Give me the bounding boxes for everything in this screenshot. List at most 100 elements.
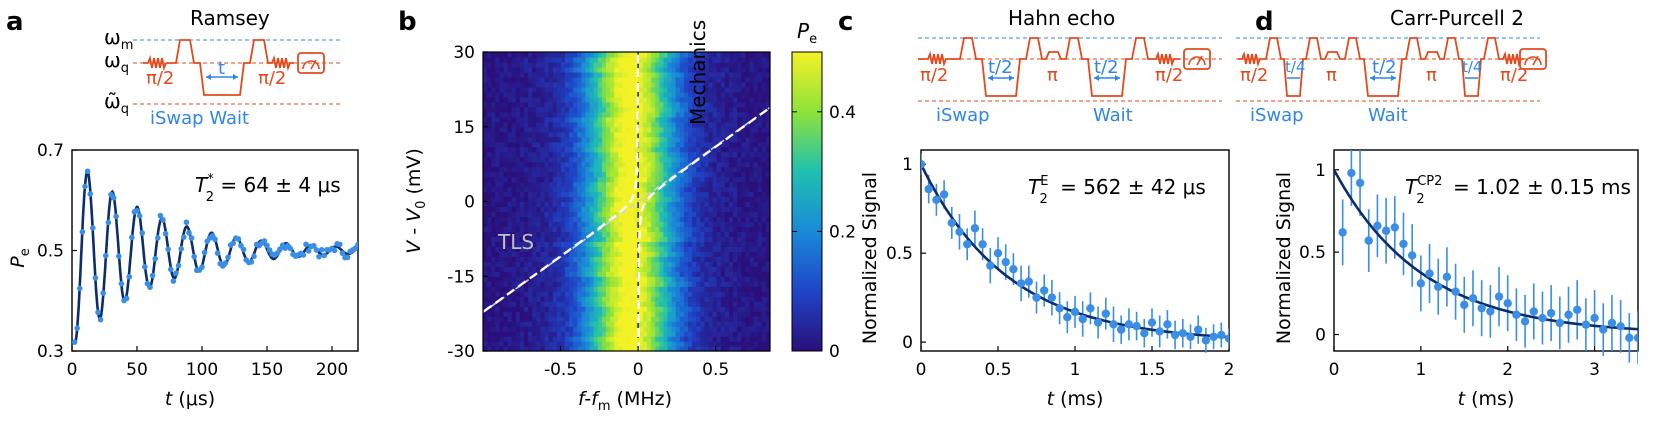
heatmap-cell — [507, 231, 513, 237]
heatmap-cell — [499, 126, 505, 133]
heatmap-cell — [729, 206, 734, 213]
heatmap-cell — [696, 176, 701, 183]
heatmap-cell — [495, 57, 500, 63]
heatmap-cell — [651, 276, 656, 282]
heatmap-cell — [622, 341, 628, 347]
heatmap-cell — [528, 226, 533, 232]
sequence-diagram-c: π/2 π π/2 t/2 t/2 iSwap Wait — [918, 37, 1222, 126]
heatmap-cell — [499, 141, 505, 148]
heatmap-cell — [491, 101, 496, 108]
heatmap-cell — [630, 236, 636, 242]
heatmap-cell — [581, 321, 587, 327]
heatmap-cell — [720, 211, 726, 218]
heatmap-cell — [614, 321, 619, 327]
heatmap-cell — [515, 231, 521, 237]
heatmap-cell — [683, 151, 689, 158]
heatmap-cell — [503, 236, 509, 242]
heatmap-cell — [642, 146, 648, 153]
heatmap-cell — [565, 186, 570, 193]
heatmap-cell — [585, 131, 591, 138]
heatmap-cell — [540, 151, 546, 158]
heatmap-cell — [524, 341, 529, 347]
heatmap-cell — [671, 146, 677, 153]
heatmap-cell — [679, 236, 685, 242]
heatmap-cell — [671, 171, 677, 178]
heatmap-cell — [733, 346, 738, 352]
heatmap-cell — [712, 141, 718, 148]
heatmap-cell — [540, 186, 546, 193]
heatmap-cell — [700, 256, 705, 262]
heatmap-cell — [593, 126, 599, 133]
omega-m-label-a: ω — [104, 25, 121, 49]
heatmap-cell — [741, 62, 746, 68]
heatmap-cell — [556, 166, 562, 173]
heatmap-cell — [565, 276, 570, 282]
heatmap-cell — [577, 111, 582, 118]
heatmap-cell — [556, 111, 562, 118]
heatmap-cell — [692, 316, 697, 322]
heatmap-cell — [597, 71, 603, 78]
heatmap-cell — [634, 226, 640, 232]
heatmap-cell — [675, 106, 681, 113]
heatmap-cell — [585, 191, 591, 198]
heatmap-cell — [515, 341, 521, 347]
heatmap-cell — [704, 246, 710, 252]
heatmap-cell — [667, 116, 673, 123]
heatmap-cell — [700, 66, 705, 73]
heatmap-cell — [515, 296, 521, 302]
data-point — [1163, 320, 1172, 329]
heatmap-cell — [708, 71, 714, 78]
heatmap-cell — [634, 161, 640, 168]
heatmap-cell — [552, 171, 558, 178]
heatmap-cell — [524, 151, 529, 158]
heatmap-cell — [511, 146, 517, 153]
heatmap-cell — [589, 66, 595, 73]
heatmap-cell — [626, 121, 632, 128]
heatmap-cell — [708, 226, 714, 232]
heatmap-cell — [585, 141, 591, 148]
heatmap-cell — [679, 76, 685, 83]
heatmap-cell — [733, 256, 738, 262]
data-point — [1347, 168, 1356, 178]
heatmap-cell — [524, 71, 529, 78]
heatmap-cell — [622, 101, 628, 108]
heatmap-cell — [761, 151, 767, 158]
heatmap-cell — [655, 206, 660, 213]
heatmap-cell — [593, 326, 599, 332]
heatmap-cell — [524, 86, 529, 93]
heatmap-cell — [581, 111, 587, 118]
heatmap-cell — [761, 296, 767, 302]
heatmap-cell — [581, 241, 587, 247]
heatmap-cell — [745, 52, 751, 58]
heatmap-cell — [720, 206, 726, 213]
heatmap-cell — [642, 236, 648, 242]
heatmap-cell — [692, 251, 697, 257]
heatmap-cell — [688, 196, 693, 203]
heatmap-cell — [515, 86, 521, 93]
heatmap-cell — [552, 266, 558, 272]
heatmap-cell — [667, 76, 673, 83]
heatmap-cell — [729, 57, 734, 63]
heatmap-cell — [757, 241, 763, 247]
heatmap-cell — [491, 346, 496, 352]
heatmap-cell — [683, 131, 689, 138]
heatmap-cell — [577, 106, 582, 113]
heatmap-cell — [720, 76, 726, 83]
heatmap-cell — [716, 306, 722, 312]
heatmap-cell — [528, 111, 533, 118]
heatmap-cell — [585, 106, 591, 113]
heatmap-cell — [495, 176, 500, 183]
heatmap-cell — [565, 316, 570, 322]
heatmap-cell — [733, 86, 738, 93]
heatmap-cell — [683, 346, 689, 352]
heatmap-cell — [511, 66, 517, 73]
heatmap-cell — [577, 241, 582, 247]
heatmap-cell — [581, 206, 587, 213]
heatmap-cell — [679, 276, 685, 282]
heatmap-cell — [679, 246, 685, 252]
heatmap-cell — [761, 161, 767, 168]
heatmap-cell — [519, 241, 525, 247]
heatmap-cell — [585, 226, 591, 232]
heatmap-cell — [696, 166, 701, 173]
